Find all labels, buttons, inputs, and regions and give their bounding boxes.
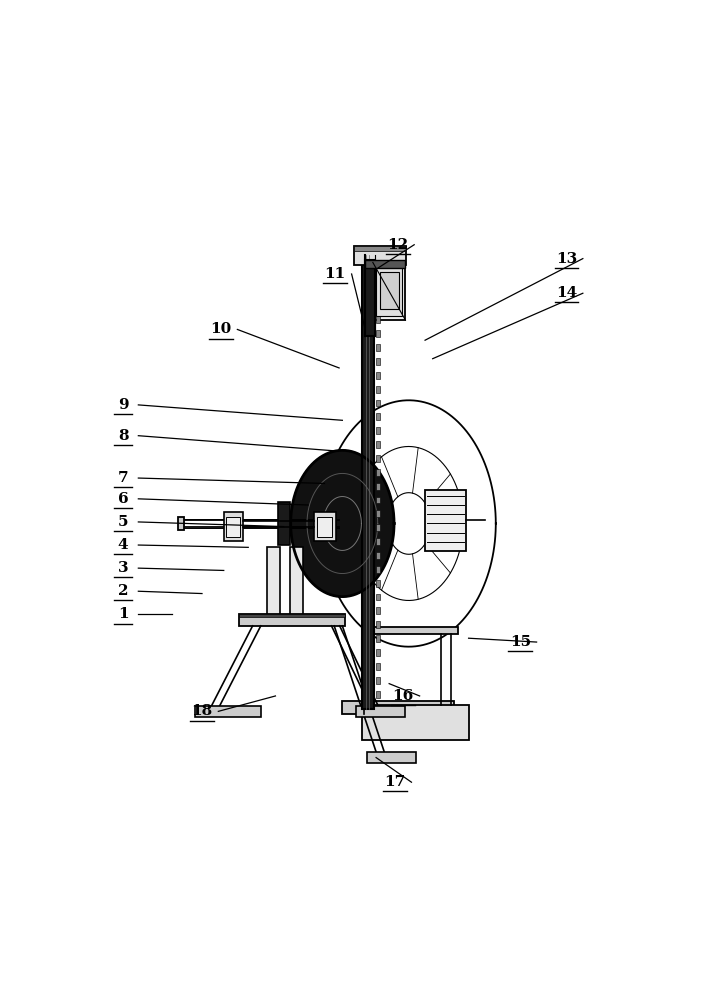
Bar bbox=[376, 483, 380, 490]
Text: 8: 8 bbox=[118, 429, 128, 443]
Bar bbox=[239, 614, 345, 626]
Text: 16: 16 bbox=[392, 689, 414, 703]
Bar bbox=[362, 705, 469, 740]
Bar bbox=[425, 490, 466, 551]
Bar bbox=[380, 272, 399, 309]
Text: 12: 12 bbox=[388, 238, 409, 252]
Bar bbox=[376, 441, 380, 448]
Bar bbox=[373, 262, 406, 320]
Bar bbox=[376, 344, 380, 351]
Bar bbox=[355, 246, 406, 251]
Text: 13: 13 bbox=[556, 252, 577, 266]
Bar bbox=[224, 512, 244, 541]
Text: 6: 6 bbox=[118, 492, 128, 506]
Text: 5: 5 bbox=[118, 515, 128, 529]
Text: 9: 9 bbox=[118, 398, 128, 412]
Bar bbox=[376, 469, 380, 476]
Text: 7: 7 bbox=[118, 471, 128, 485]
Bar bbox=[376, 289, 380, 296]
Bar bbox=[290, 547, 303, 620]
Bar bbox=[376, 594, 380, 600]
Bar bbox=[376, 538, 380, 545]
Text: 4: 4 bbox=[118, 538, 128, 552]
Circle shape bbox=[291, 450, 394, 597]
Bar bbox=[376, 302, 380, 309]
Bar bbox=[376, 524, 380, 531]
Bar bbox=[365, 260, 406, 268]
Bar bbox=[376, 607, 380, 614]
Bar bbox=[376, 358, 380, 365]
Bar bbox=[376, 566, 380, 573]
Bar bbox=[314, 512, 336, 541]
Bar bbox=[376, 621, 380, 628]
Bar bbox=[317, 517, 332, 537]
Bar bbox=[365, 260, 375, 336]
Bar bbox=[376, 497, 380, 503]
Bar bbox=[376, 455, 380, 462]
Text: 14: 14 bbox=[556, 286, 577, 300]
Bar bbox=[376, 267, 402, 316]
Bar bbox=[376, 386, 380, 393]
Bar bbox=[376, 649, 380, 656]
Text: 2: 2 bbox=[118, 584, 128, 598]
Bar bbox=[376, 635, 380, 642]
Bar bbox=[376, 400, 380, 406]
Bar bbox=[195, 706, 260, 717]
Bar bbox=[376, 427, 380, 434]
Bar bbox=[356, 706, 405, 717]
Bar bbox=[376, 691, 380, 698]
Bar bbox=[376, 372, 380, 379]
Bar bbox=[178, 517, 184, 530]
Text: 1: 1 bbox=[118, 607, 128, 621]
Bar bbox=[376, 552, 380, 559]
Text: 18: 18 bbox=[192, 704, 213, 718]
Text: 17: 17 bbox=[385, 775, 406, 789]
Text: 15: 15 bbox=[510, 635, 531, 649]
Bar bbox=[376, 510, 380, 517]
Bar bbox=[376, 330, 380, 337]
Bar bbox=[376, 580, 380, 587]
Bar bbox=[277, 502, 290, 545]
Bar bbox=[362, 255, 374, 709]
Bar bbox=[227, 517, 239, 537]
Bar bbox=[376, 663, 380, 670]
Text: 11: 11 bbox=[324, 267, 346, 281]
Bar bbox=[239, 614, 345, 617]
Bar bbox=[267, 547, 280, 620]
Bar bbox=[376, 413, 380, 420]
Bar bbox=[367, 752, 416, 763]
Text: 3: 3 bbox=[118, 561, 128, 575]
Bar bbox=[376, 677, 380, 684]
Bar bbox=[362, 627, 458, 634]
Bar bbox=[355, 246, 406, 265]
Bar bbox=[343, 701, 454, 714]
Bar bbox=[376, 316, 380, 323]
Text: 10: 10 bbox=[211, 322, 232, 336]
